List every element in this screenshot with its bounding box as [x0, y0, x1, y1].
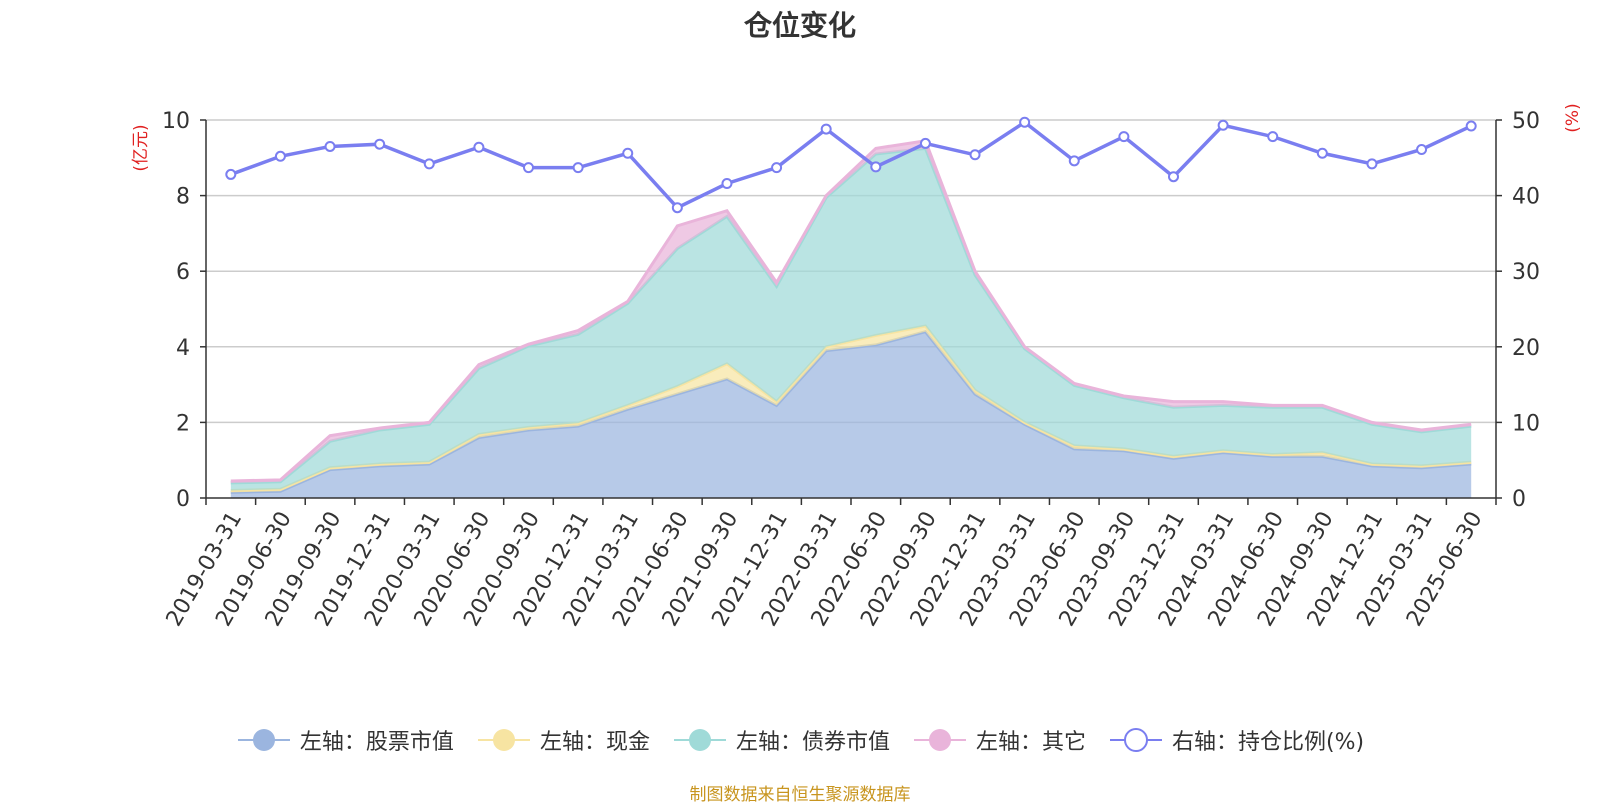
legend-item[interactable]: 左轴：现金	[476, 724, 650, 756]
ratio-point	[225, 168, 237, 180]
ratio-point	[771, 162, 783, 174]
ratio-point	[1366, 158, 1378, 170]
position-ratio-line	[225, 116, 1477, 214]
ratio-point	[572, 162, 584, 174]
ratio-point	[671, 202, 683, 214]
left-tick-label: 6	[176, 260, 190, 285]
ratio-point	[1217, 119, 1229, 131]
left-axis-label: (亿元)	[131, 124, 151, 171]
stacked-areas	[230, 139, 1472, 498]
legend-label: 左轴：现金	[539, 730, 650, 755]
right-tick-label: 0	[1512, 487, 1526, 512]
ratio-point	[820, 123, 832, 135]
legend-item[interactable]: 左轴：债券市值	[672, 724, 890, 756]
ratio-point	[1168, 171, 1179, 183]
area-edge-4	[230, 139, 1472, 483]
left-tick-label: 2	[176, 411, 190, 436]
ratio-point	[1316, 147, 1328, 159]
legend-item[interactable]: 右轴：持仓比例(%)	[1108, 724, 1364, 756]
ratio-point	[870, 161, 882, 173]
left-tick-label: 8	[176, 185, 190, 210]
ratio-point	[1465, 120, 1477, 132]
area-1	[230, 331, 1472, 498]
ratio-point	[374, 138, 386, 150]
right-tick-label: 20	[1512, 336, 1540, 361]
ratio-line	[230, 120, 1472, 210]
ratio-point	[1267, 131, 1279, 143]
ratio-point	[324, 140, 336, 152]
ratio-point	[473, 141, 485, 153]
data-source-note: 制图数据来自恒生聚源数据库	[689, 785, 911, 805]
legend-label: 左轴：股票市值	[299, 730, 454, 755]
right-tick-label: 40	[1512, 185, 1540, 210]
chart-legend: 左轴：股票市值 左轴：现金 左轴：债券市值 左轴：其它 右轴：持仓比例(%)	[0, 720, 1600, 760]
ratio-point	[1068, 155, 1080, 167]
legend-area-marker-icon	[673, 729, 726, 751]
legend-area-marker-icon	[237, 729, 290, 751]
legend-area-marker-icon	[913, 729, 966, 751]
legend-item[interactable]: 左轴：股票市值	[236, 724, 454, 756]
ratio-point	[969, 149, 981, 161]
ratio-point	[919, 137, 931, 149]
right-tick-label: 30	[1512, 260, 1540, 285]
right-tick-label: 10	[1512, 411, 1540, 436]
chart-title: 仓位变化	[743, 9, 856, 42]
legend-item[interactable]: 左轴：其它	[912, 724, 1086, 756]
ratio-point	[523, 162, 534, 174]
right-axis-label: (%)	[1563, 103, 1583, 132]
left-tick-label: 10	[162, 109, 190, 134]
left-tick-label: 0	[176, 487, 190, 512]
ratio-point	[1118, 131, 1130, 143]
legend-line-marker-icon	[1109, 728, 1162, 752]
ratio-point	[274, 150, 286, 162]
ratio-point	[1416, 143, 1428, 155]
right-tick-label: 50	[1512, 109, 1540, 134]
legend-label: 左轴：债券市值	[735, 730, 890, 755]
legend-label: 右轴：持仓比例(%)	[1171, 730, 1365, 755]
ratio-point	[721, 178, 733, 190]
ratio-point	[423, 158, 435, 170]
ratio-point	[1019, 116, 1031, 128]
ratio-point	[622, 147, 634, 159]
legend-label: 左轴：其它	[975, 730, 1086, 755]
legend-area-marker-icon	[477, 729, 530, 751]
left-tick-label: 4	[176, 336, 190, 361]
